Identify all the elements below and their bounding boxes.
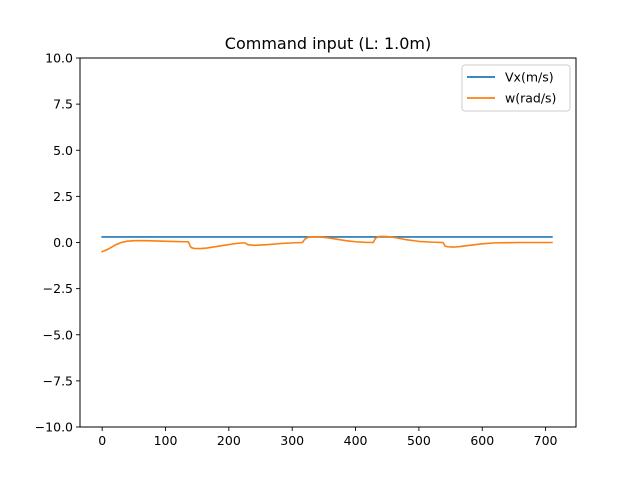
x-tick-label: 300 xyxy=(280,433,304,448)
legend-label-vx: Vx(m/s) xyxy=(505,70,554,85)
y-tick-label: 5.0 xyxy=(53,143,73,158)
legend-label-w: w(rad/s) xyxy=(505,91,556,106)
x-tick-label: 500 xyxy=(407,433,431,448)
chart-title: Command input (L: 1.0m) xyxy=(225,34,431,53)
y-tick-label: −10.0 xyxy=(35,420,73,435)
y-tick-label: −5.0 xyxy=(43,327,73,342)
x-axis: 0 100 200 300 400 500 600 700 xyxy=(98,427,558,448)
x-tick-label: 400 xyxy=(344,433,368,448)
y-tick-label: 2.5 xyxy=(53,189,73,204)
y-tick-label: 10.0 xyxy=(45,51,73,66)
y-tick-label: −2.5 xyxy=(43,281,73,296)
y-tick-label: 7.5 xyxy=(53,97,73,112)
x-tick-label: 0 xyxy=(98,433,106,448)
x-tick-label: 700 xyxy=(534,433,558,448)
series-line-w xyxy=(101,235,553,253)
x-tick-label: 600 xyxy=(470,433,494,448)
y-axis: −10.0 −7.5 −5.0 −2.5 0.0 2.5 5.0 7.5 10.0 xyxy=(35,51,80,435)
plot-lines xyxy=(101,235,553,253)
x-tick-label: 100 xyxy=(154,433,178,448)
x-tick-label: 200 xyxy=(217,433,241,448)
y-tick-label: −7.5 xyxy=(43,373,73,388)
y-tick-label: 0.0 xyxy=(53,235,73,250)
legend: Vx(m/s) w(rad/s) xyxy=(461,64,571,112)
